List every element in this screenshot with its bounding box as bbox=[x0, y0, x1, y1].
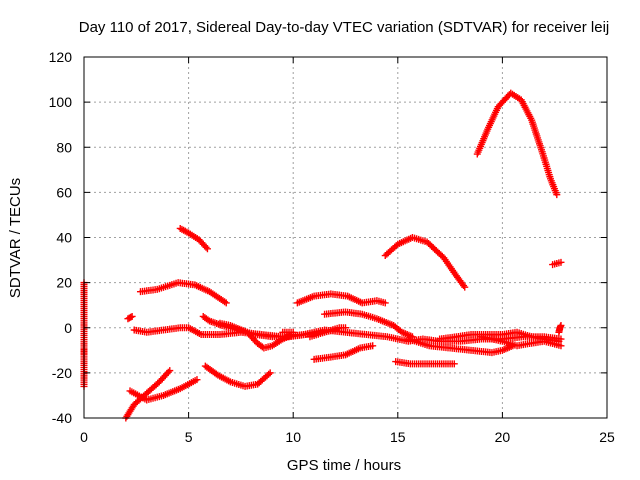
data-point-marker bbox=[203, 245, 211, 253]
y-tick-label: 100 bbox=[49, 94, 73, 110]
data-point-marker bbox=[166, 367, 174, 375]
data-points bbox=[80, 89, 565, 422]
series-arc-21 bbox=[477, 333, 565, 350]
data-point-marker bbox=[222, 299, 230, 307]
data-point-marker bbox=[202, 243, 210, 251]
series-arc-22 bbox=[549, 258, 565, 269]
y-tick-label: 20 bbox=[56, 275, 72, 291]
x-tick-label: 20 bbox=[495, 429, 511, 445]
data-point-marker bbox=[369, 342, 377, 350]
data-point-marker bbox=[557, 342, 565, 350]
series-arc-14 bbox=[321, 308, 416, 341]
data-point-marker bbox=[128, 312, 136, 320]
data-point-marker bbox=[127, 313, 135, 321]
series-arc-17 bbox=[392, 358, 458, 368]
y-tick-label: 120 bbox=[49, 49, 73, 65]
data-point-marker bbox=[265, 370, 273, 378]
series-arc-06 bbox=[136, 279, 230, 307]
x-tick-label: 5 bbox=[185, 429, 193, 445]
data-point-marker bbox=[164, 368, 172, 376]
data-point-marker bbox=[193, 376, 201, 384]
series-arc-12 bbox=[293, 290, 389, 307]
x-tick-label: 10 bbox=[285, 429, 301, 445]
series-arc-15 bbox=[306, 324, 349, 341]
data-point-marker bbox=[266, 369, 274, 377]
data-point-marker bbox=[557, 258, 565, 266]
x-tick-label: 25 bbox=[599, 429, 615, 445]
x-axis-label: GPS time / hours bbox=[287, 457, 401, 474]
series-arc-04 bbox=[124, 312, 136, 323]
data-point-marker bbox=[460, 282, 468, 290]
y-tick-label: 80 bbox=[56, 139, 72, 155]
series-arc-10 bbox=[216, 319, 297, 352]
data-point-marker bbox=[381, 299, 389, 307]
y-tick-label: 0 bbox=[64, 320, 72, 336]
data-point-marker bbox=[289, 328, 297, 336]
series-arc-13 bbox=[310, 342, 377, 363]
x-tick-label: 0 bbox=[80, 429, 88, 445]
data-point-marker bbox=[450, 360, 458, 368]
data-point-marker bbox=[553, 191, 561, 199]
series-arc-03 bbox=[126, 376, 201, 404]
axis-ticks: 0 5 10 15 20 25 -40 -20 0 20 40 60 80 100 120 bbox=[49, 49, 615, 445]
data-point-marker bbox=[342, 324, 349, 332]
y-tick-label: 40 bbox=[56, 230, 72, 246]
series-arc-23 bbox=[555, 321, 565, 336]
data-point-marker bbox=[461, 283, 469, 291]
y-tick-label: 60 bbox=[56, 184, 72, 200]
series-arc-18 bbox=[404, 335, 517, 357]
y-tick-label: -20 bbox=[52, 365, 72, 381]
series-arc-11 bbox=[279, 328, 297, 336]
data-point-marker bbox=[557, 321, 565, 329]
series-arc-09 bbox=[201, 362, 274, 390]
y-tick-label: -40 bbox=[52, 410, 72, 426]
chart-title: Day 110 of 2017, Sidereal Day-to-day VTE… bbox=[79, 19, 610, 36]
x-tick-label: 15 bbox=[390, 429, 406, 445]
series-arc-20 bbox=[473, 89, 561, 199]
series-arc-07 bbox=[176, 224, 211, 253]
series-arc-16 bbox=[381, 234, 469, 291]
y-axis-label: SDTVAR / TECUs bbox=[7, 178, 24, 298]
